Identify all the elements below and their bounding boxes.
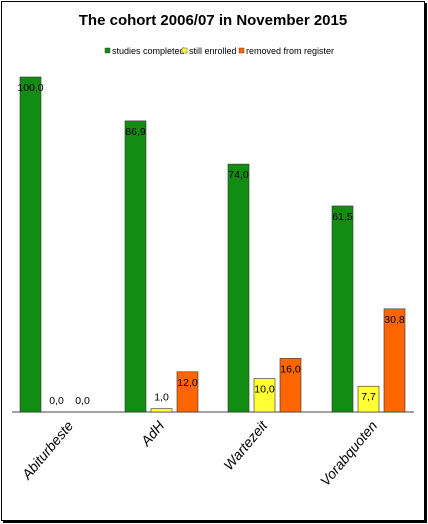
bar-2-1 [253, 378, 276, 413]
data-label-1-1: 1,0 [154, 392, 169, 404]
legend-swatch-0 [104, 47, 111, 54]
data-label-0-1: 0,0 [49, 395, 64, 407]
category-label-0: Abiturbeste [18, 417, 77, 482]
legend-label-0: studies completed [112, 46, 185, 56]
legend-label-2: removed from register [246, 46, 334, 56]
data-label-3-0: 61,5 [332, 211, 353, 223]
legend-label-1: still enrolled [189, 46, 237, 56]
category-label-1: AdH [137, 417, 168, 450]
data-label-2-0: 74,0 [228, 169, 249, 181]
chart-title: The cohort 2006/07 in November 2015 [79, 12, 347, 29]
category-label-2: Wartezeit [220, 417, 271, 473]
legend: studies completed still enrolled removed f… [104, 46, 334, 56]
bar-3-2 [383, 308, 406, 413]
bar-3-0 [331, 205, 354, 413]
data-label-1-0: 86,9 [125, 126, 146, 138]
legend-swatch-1 [181, 47, 188, 54]
data-label-3-1: 7,7 [361, 391, 376, 403]
data-label-0-0: 100,0 [17, 82, 43, 94]
bar-1-2 [176, 371, 199, 413]
bar-1-1 [150, 408, 173, 413]
bar-0-0 [19, 76, 42, 413]
data-label-2-1: 10,0 [254, 384, 275, 396]
data-label-2-2: 16,0 [280, 363, 301, 375]
bar-1-0 [124, 120, 147, 413]
data-labels: 100,0 0,0 0,0 86,9 1,0 12,0 74,0 10,0 16,0 61,5 7,… [17, 82, 405, 407]
data-label-3-2: 30,8 [384, 314, 405, 326]
bars [19, 76, 406, 413]
data-label-0-2: 0,0 [75, 395, 90, 407]
category-label-3: Vorabquoten [317, 417, 381, 488]
category-labels: Abiturbeste AdH Wartezeit Vorabquoten [18, 417, 381, 489]
bar-3-1 [357, 385, 380, 413]
bar-2-2 [279, 358, 302, 413]
legend-swatch-2 [238, 47, 245, 54]
bar-2-0 [227, 163, 250, 413]
data-label-1-2: 12,0 [177, 377, 198, 389]
